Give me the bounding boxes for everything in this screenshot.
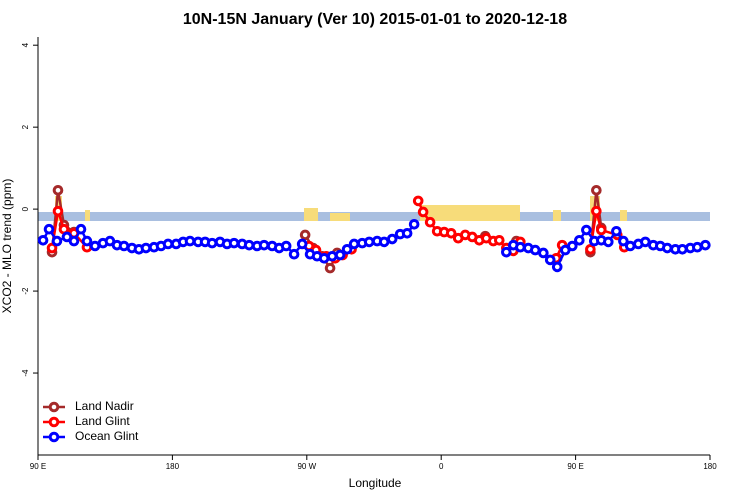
data-point xyxy=(378,236,390,248)
data-point xyxy=(363,236,375,248)
x-tick-label: 180 xyxy=(703,462,717,471)
data-point xyxy=(43,223,55,235)
y-tick-label: -4 xyxy=(21,369,30,377)
data-point xyxy=(243,239,255,251)
legend-label: Land Nadir xyxy=(75,399,134,413)
y-tick-label: 2 xyxy=(21,124,30,129)
data-point xyxy=(700,239,711,251)
data-point xyxy=(184,235,196,247)
data-point xyxy=(538,247,549,259)
data-point xyxy=(424,216,436,228)
data-point xyxy=(417,206,429,218)
legend-swatch xyxy=(48,416,60,428)
legend-label: Ocean Glint xyxy=(75,429,139,443)
data-point xyxy=(585,243,596,255)
data-point xyxy=(296,238,308,250)
x-axis-label: Longitude xyxy=(349,476,402,490)
y-axis-label: XCO2 - MLO trend (ppm) xyxy=(0,179,14,314)
data-point xyxy=(493,234,505,246)
x-tick-label: 0 xyxy=(439,462,444,471)
data-point xyxy=(401,227,413,239)
data-point xyxy=(692,241,703,253)
data-point xyxy=(318,252,330,264)
data-point xyxy=(37,234,49,246)
data-point xyxy=(529,244,541,256)
data-point xyxy=(140,242,152,254)
data-point xyxy=(618,235,629,247)
data-point xyxy=(574,234,585,246)
data-point xyxy=(326,250,338,262)
x-tick-label: 90 E xyxy=(30,462,46,471)
data-point xyxy=(408,218,420,230)
data-point xyxy=(603,236,614,248)
data-point xyxy=(228,237,240,249)
data-point xyxy=(46,242,58,254)
data-point xyxy=(515,241,526,253)
data-point xyxy=(51,235,63,247)
data-point xyxy=(611,225,622,237)
data-point xyxy=(288,248,300,260)
data-point xyxy=(591,205,602,217)
data-point xyxy=(551,261,563,273)
data-point xyxy=(75,223,87,235)
data-point xyxy=(544,254,556,266)
data-point xyxy=(258,239,270,251)
x-tick-label: 90 E xyxy=(567,462,583,471)
data-point xyxy=(677,243,688,255)
data-point xyxy=(445,227,457,239)
data-point xyxy=(501,246,512,258)
data-point xyxy=(324,262,336,274)
legend-swatch xyxy=(48,431,60,443)
land-mask xyxy=(38,196,710,221)
y-tick-label: 4 xyxy=(21,42,30,47)
legend-label: Land Glint xyxy=(75,414,130,428)
data-point xyxy=(68,235,80,247)
data-point xyxy=(299,229,311,241)
data-point xyxy=(341,243,353,255)
data-point xyxy=(591,184,602,196)
data-point xyxy=(334,249,346,261)
data-point xyxy=(206,237,218,249)
data-point xyxy=(595,224,607,236)
data-point xyxy=(280,240,292,252)
data-point xyxy=(412,195,424,207)
x-tick-label: 90 W xyxy=(297,462,316,471)
y-tick-label: 0 xyxy=(21,206,30,211)
data-point xyxy=(52,184,64,196)
data-point xyxy=(81,235,93,247)
data-point xyxy=(162,238,174,250)
x-tick-label: 180 xyxy=(166,462,180,471)
y-tick-label: -2 xyxy=(21,287,30,295)
data-point xyxy=(581,224,592,236)
data-point xyxy=(567,240,578,252)
data-point xyxy=(52,205,64,217)
data-point xyxy=(348,238,360,250)
data-point xyxy=(386,233,398,245)
chart-title: 10N-15N January (Ver 10) 2015-01-01 to 2… xyxy=(183,11,567,28)
data-point xyxy=(624,240,636,252)
legend-swatch xyxy=(48,401,60,413)
data-point xyxy=(661,242,673,254)
